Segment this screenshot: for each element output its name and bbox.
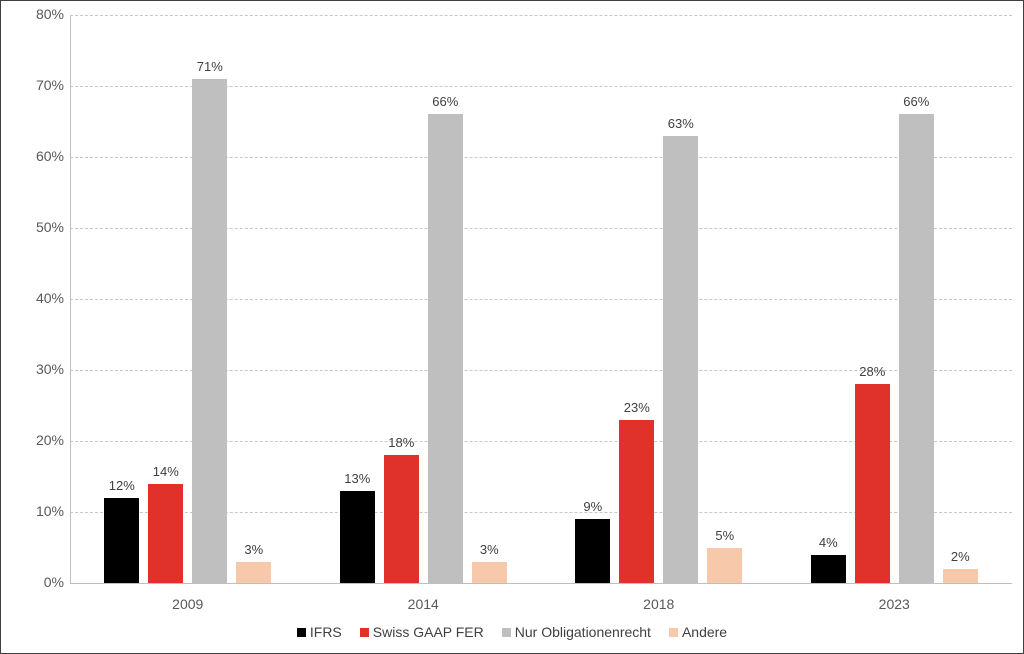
- y-tick-label: 10%: [35, 503, 64, 519]
- gridline: [70, 441, 1012, 442]
- y-tick-label: 40%: [35, 290, 64, 306]
- data-label: 3%: [244, 541, 264, 557]
- legend-swatch-icon: [501, 627, 511, 637]
- bar-andere-2014: [471, 561, 507, 583]
- bar-andere-2009: [236, 561, 272, 583]
- bar-nur-obligationenrecht-2023: [898, 114, 934, 583]
- data-label: 66%: [432, 94, 459, 110]
- y-tick-label: 0%: [43, 574, 64, 590]
- gridline: [70, 86, 1012, 87]
- bar-andere-2023: [942, 568, 978, 583]
- data-label: 66%: [903, 94, 930, 110]
- gridline: [70, 370, 1012, 371]
- data-label: 9%: [583, 499, 603, 515]
- bar-swiss-gaap-fer-2014: [383, 455, 419, 583]
- data-label: 2%: [950, 548, 970, 564]
- bar-nur-obligationenrecht-2009: [192, 78, 228, 583]
- data-label: 3%: [479, 541, 499, 557]
- legend-swatch-icon: [296, 627, 306, 637]
- x-tick-label: 2018: [643, 596, 675, 612]
- bar-swiss-gaap-fer-2009: [148, 483, 184, 583]
- legend-label: Nur Obligationenrecht: [514, 624, 651, 640]
- gridline: [70, 512, 1012, 513]
- y-tick-label: 80%: [35, 6, 64, 22]
- bar-ifrs-2014: [339, 490, 375, 583]
- legend-item: Swiss GAAP FER: [359, 624, 484, 640]
- plot-area: 12% 14% 71% 3% 13% 18% 66% 3% 9% 23% 63% 5% 4% 28% 66%…: [70, 15, 1012, 584]
- legend-swatch-icon: [668, 627, 678, 637]
- legend-label: Swiss GAAP FER: [372, 624, 484, 640]
- x-tick-label: 2009: [172, 596, 204, 612]
- data-label: 12%: [108, 477, 135, 493]
- bar-swiss-gaap-fer-2023: [854, 384, 890, 583]
- legend-item: Nur Obligationenrecht: [501, 624, 651, 640]
- y-tick-label: 20%: [35, 432, 64, 448]
- legend: IFRS Swiss GAAP FER Nur Obligationenrecht A…: [0, 624, 1024, 640]
- gridline: [70, 228, 1012, 229]
- x-tick-label: 2023: [878, 596, 910, 612]
- data-label: 14%: [152, 463, 179, 479]
- y-tick-label: 30%: [35, 361, 64, 377]
- x-tick-label: 2014: [407, 596, 439, 612]
- y-tick-label: 50%: [35, 219, 64, 235]
- legend-label: Andere: [681, 624, 728, 640]
- bar-swiss-gaap-fer-2018: [619, 419, 655, 583]
- gridline: [70, 299, 1012, 300]
- bar-ifrs-2009: [104, 497, 140, 583]
- bar-andere-2018: [707, 547, 743, 583]
- gridline: [70, 157, 1012, 158]
- data-label: 28%: [859, 364, 886, 380]
- y-tick-label: 60%: [35, 148, 64, 164]
- data-label: 23%: [623, 399, 650, 415]
- data-label: 63%: [667, 115, 694, 131]
- data-label: 18%: [388, 435, 415, 451]
- data-label: 71%: [196, 58, 223, 74]
- gridline: [70, 15, 1012, 16]
- legend-item: IFRS: [296, 624, 342, 640]
- bar-ifrs-2023: [810, 554, 846, 583]
- data-label: 5%: [715, 527, 735, 543]
- legend-swatch-icon: [359, 627, 369, 637]
- x-axis-line: [70, 583, 1012, 584]
- data-label: 4%: [818, 534, 838, 550]
- legend-item: Andere: [668, 624, 728, 640]
- legend-label: IFRS: [309, 624, 342, 640]
- y-tick-label: 70%: [35, 77, 64, 93]
- bar-ifrs-2018: [575, 519, 611, 583]
- data-label: 13%: [344, 470, 371, 486]
- bar-nur-obligationenrecht-2014: [427, 114, 463, 583]
- bar-nur-obligationenrecht-2018: [663, 135, 699, 583]
